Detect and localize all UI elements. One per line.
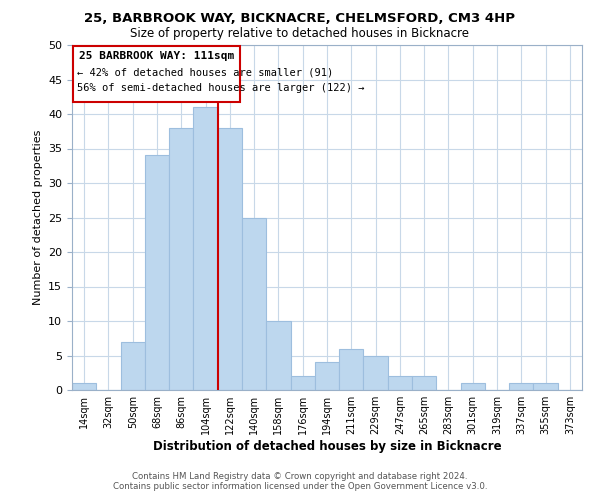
- Bar: [266, 321, 290, 390]
- Text: 25 BARBROOK WAY: 111sqm: 25 BARBROOK WAY: 111sqm: [79, 51, 234, 61]
- Bar: [339, 348, 364, 390]
- Text: Contains HM Land Registry data © Crown copyright and database right 2024.
Contai: Contains HM Land Registry data © Crown c…: [113, 472, 487, 491]
- Bar: [364, 356, 388, 390]
- Bar: [193, 107, 218, 390]
- Bar: [509, 383, 533, 390]
- Bar: [218, 128, 242, 390]
- Bar: [461, 383, 485, 390]
- Bar: [290, 376, 315, 390]
- Bar: [242, 218, 266, 390]
- Bar: [533, 383, 558, 390]
- Bar: [145, 156, 169, 390]
- Text: 25, BARBROOK WAY, BICKNACRE, CHELMSFORD, CM3 4HP: 25, BARBROOK WAY, BICKNACRE, CHELMSFORD,…: [85, 12, 515, 26]
- Bar: [388, 376, 412, 390]
- Bar: [315, 362, 339, 390]
- Bar: [121, 342, 145, 390]
- Bar: [412, 376, 436, 390]
- X-axis label: Distribution of detached houses by size in Bicknacre: Distribution of detached houses by size …: [152, 440, 502, 453]
- Y-axis label: Number of detached properties: Number of detached properties: [32, 130, 43, 305]
- Text: ← 42% of detached houses are smaller (91): ← 42% of detached houses are smaller (91…: [77, 68, 333, 78]
- Bar: [169, 128, 193, 390]
- Bar: [72, 383, 96, 390]
- Text: Size of property relative to detached houses in Bicknacre: Size of property relative to detached ho…: [131, 28, 470, 40]
- FancyBboxPatch shape: [73, 46, 239, 102]
- Text: 56% of semi-detached houses are larger (122) →: 56% of semi-detached houses are larger (…: [77, 83, 364, 93]
